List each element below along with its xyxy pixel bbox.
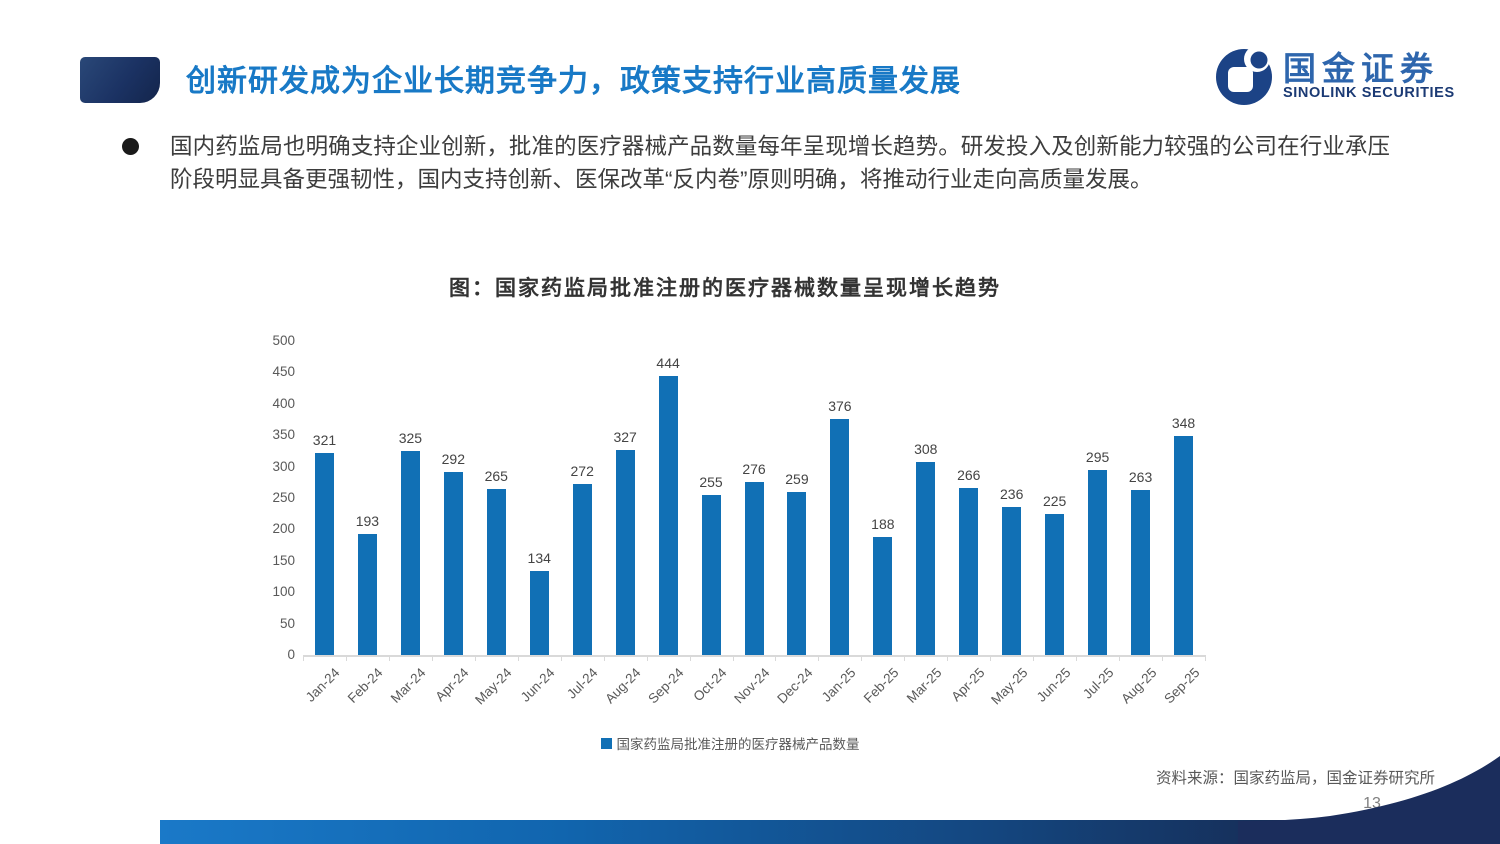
bar-Mar-25 (916, 461, 936, 655)
bar-value-label: 236 (1000, 485, 1024, 502)
axis-tick-mark (345, 655, 347, 661)
axis-tick-mark (474, 655, 476, 661)
bar-Nov-24 (744, 481, 764, 655)
bar-Sep-24 (658, 376, 678, 655)
bar-value-label: 295 (1085, 448, 1110, 465)
axis-tick-mark (732, 655, 734, 661)
bar-value-label: 266 (957, 466, 981, 483)
bar-value-label: 225 (1042, 492, 1067, 509)
axis-tick-mark (517, 655, 519, 661)
axis-tick-mark (1205, 655, 1206, 661)
bar-value-label: 276 (742, 460, 766, 477)
page-title: 创新研发成为企业长期竞争力，政策支持行业高质量发展 (186, 65, 961, 98)
bar-Aug-24 (615, 449, 635, 655)
axis-tick-mark (388, 655, 390, 661)
bar-value-label: 348 (1171, 415, 1196, 432)
axis-tick-mark (861, 655, 863, 661)
y-axis-tick-label: 100 (272, 584, 295, 600)
y-axis-tick-label: 0 (287, 647, 295, 662)
sinolink-logo-icon (1216, 48, 1272, 105)
bar-Apr-25 (959, 487, 979, 655)
axis-tick-mark (560, 655, 562, 661)
bar-value-label: 327 (613, 428, 637, 445)
bar-value-label: 263 (1128, 468, 1153, 485)
bar-Feb-25 (873, 536, 893, 655)
axis-tick-mark (1119, 655, 1121, 661)
bar-value-label: 193 (355, 512, 380, 529)
bar-value-label: 325 (398, 429, 423, 446)
axis-tick-mark (1033, 655, 1035, 661)
bar-value-label: 272 (570, 463, 594, 480)
bar-value-label: 292 (441, 450, 465, 467)
bar-value-label: 134 (527, 549, 551, 566)
axis-tick-mark (603, 655, 605, 661)
bullet-item: 国内药监局也明确支持企业创新，批准的医疗器械产品数量每年呈现增长趋势。研发投入及… (122, 130, 1390, 196)
y-axis-tick-label: 400 (272, 395, 295, 411)
axis-tick-mark (303, 655, 304, 661)
bar-Jul-25 (1088, 469, 1108, 655)
bar-Jul-24 (572, 484, 592, 655)
logo-text: 国金证券 SINOLINK SECURITIES (1283, 49, 1455, 103)
bar-May-25 (1002, 506, 1022, 655)
bar-Feb-24 (357, 533, 377, 655)
bar-Jun-25 (1045, 513, 1065, 655)
bar-value-label: 308 (914, 440, 938, 457)
axis-tick-mark (1162, 655, 1164, 661)
bar-Jan-24 (314, 453, 334, 655)
source-note: 资料来源：国家药监局，国金证券研究所 (1155, 770, 1435, 787)
axis-tick-mark (646, 655, 648, 661)
bar-Jun-24 (529, 570, 549, 655)
bar-Dec-24 (787, 492, 807, 655)
logo-name-cn: 国金证券 (1283, 49, 1439, 87)
axis-tick-mark (990, 655, 992, 661)
corner-swoosh-shape (1238, 756, 1500, 844)
y-axis-tick-label: 250 (272, 490, 295, 505)
chart-plot-area: 321 193 325 292 265 134 272 327 444 255 276 259 376 1… (303, 341, 1206, 661)
y-axis-tick-label: 450 (272, 364, 295, 380)
bar-Mar-24 (400, 450, 420, 655)
legend-swatch-icon (600, 737, 612, 749)
chart-title: 图：国家药监局批准注册的医疗器械数量呈现增长趋势 (449, 276, 1001, 300)
bar-Aug-25 (1131, 489, 1151, 655)
y-axis-tick-label: 300 (272, 458, 295, 474)
bar-value-label: 259 (785, 471, 809, 488)
y-axis-tick-label: 350 (272, 427, 295, 443)
header-accent-block (80, 57, 160, 103)
y-axis-tick-label: 50 (279, 615, 295, 631)
bullet-text: 国内药监局也明确支持企业创新，批准的医疗器械产品数量每年呈现增长趋势。研发投入及… (170, 134, 1390, 192)
bar-value-label: 255 (699, 473, 723, 490)
bar-Sep-25 (1174, 436, 1194, 655)
bar-Oct-24 (701, 494, 721, 655)
y-axis-tick-label: 150 (272, 552, 295, 568)
bar-value-label: 321 (312, 432, 337, 449)
bar-value-label: 444 (656, 355, 680, 372)
bullet-icon (122, 138, 139, 155)
axis-tick-mark (904, 655, 906, 661)
axis-tick-mark (775, 655, 777, 661)
chart-legend: 国家药监局批准注册的医疗器械产品数量 (255, 733, 1205, 753)
axis-tick-mark (689, 655, 691, 661)
y-axis-tick-label: 500 (272, 333, 295, 348)
axis-tick-mark (947, 655, 949, 661)
legend-label: 国家药监局批准注册的医疗器械产品数量 (616, 737, 860, 752)
logo-name-en: SINOLINK SECURITIES (1283, 85, 1455, 102)
bar-Apr-24 (443, 471, 463, 655)
axis-tick-mark (1076, 655, 1078, 661)
bar-chart: 321 193 325 292 265 134 272 327 444 255 276 259 376 1… (255, 330, 1206, 770)
axis-tick-mark (818, 655, 820, 661)
axis-tick-mark (431, 655, 433, 661)
bar-May-24 (486, 488, 506, 655)
bar-value-label: 188 (871, 515, 895, 532)
bar-Jan-25 (830, 418, 850, 655)
company-logo: 国金证券 SINOLINK SECURITIES (1215, 48, 1455, 106)
bar-value-label: 265 (484, 467, 508, 484)
bar-value-label: 376 (828, 397, 852, 414)
y-axis-tick-label: 200 (272, 521, 295, 537)
